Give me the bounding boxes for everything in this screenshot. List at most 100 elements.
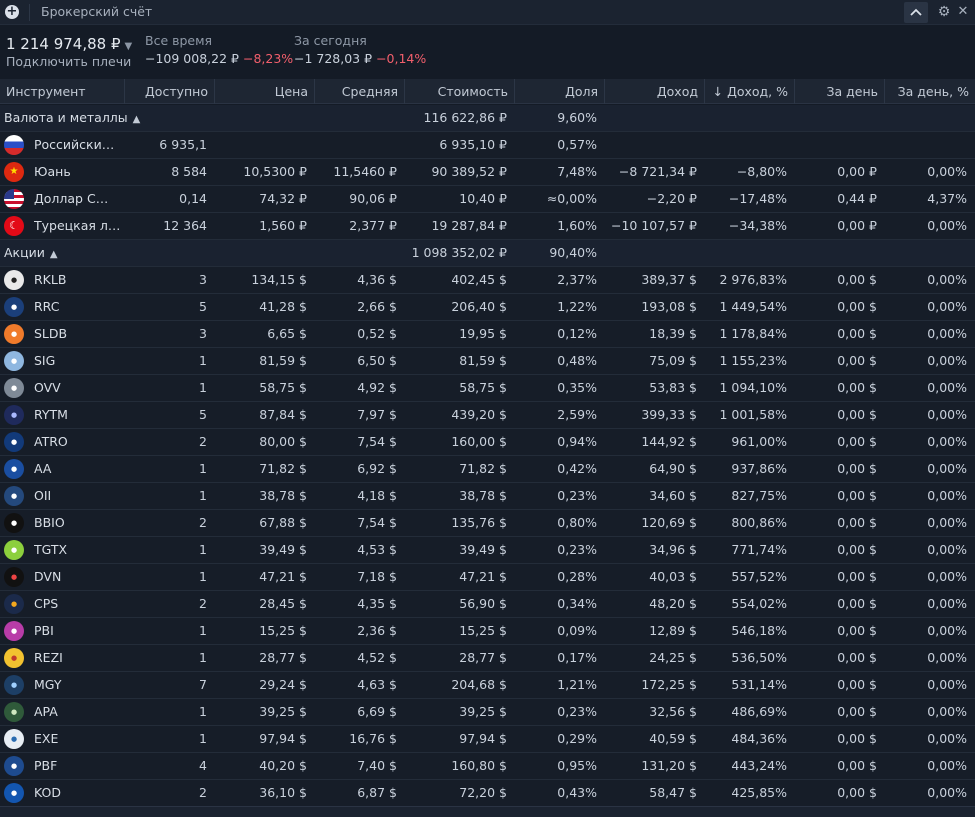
instrument-name[interactable]: Доллар С… [34, 191, 109, 206]
chevron-down-icon[interactable]: ▼ [124, 41, 133, 52]
table-row[interactable]: ● REZI 1 28,77 $ 4,52 $ 28,77 $ 0,17% 24,25 $ 53… [0, 645, 975, 672]
all-time-label: Все время [145, 33, 213, 48]
instrument-name[interactable]: OII [34, 488, 52, 503]
table-row[interactable]: ★ Юань 8 584 10,5300 ₽ 11,5460 ₽ 90 389,52 ₽ 7… [0, 159, 975, 186]
table-row[interactable]: ● AA 1 71,82 $ 6,92 $ 71,82 $ 0,42% 64,90 $ 937,… [0, 456, 975, 483]
group-label[interactable]: Валюта и металлы ▲ [4, 105, 204, 131]
instrument-name[interactable]: KOD [34, 785, 61, 800]
cell-average: 4,36 $ [357, 272, 397, 287]
gear-icon[interactable]: ⚙ [937, 4, 951, 20]
atro-logo-icon: ● [4, 432, 24, 452]
col-share[interactable]: Доля [515, 79, 605, 104]
apa-logo-icon: ● [4, 702, 24, 722]
cell-share: 0,35% [557, 380, 597, 395]
table-row[interactable]: ● KOD 2 36,10 $ 6,87 $ 72,20 $ 0,43% 58,47 $ 425… [0, 780, 975, 807]
cell-income-pct: 554,02% [731, 596, 787, 611]
instrument-name[interactable]: TGTX [34, 542, 68, 557]
table-row[interactable]: ● PBI 1 15,25 $ 2,36 $ 15,25 $ 0,09% 12,89 $ 546… [0, 618, 975, 645]
instrument-name[interactable]: PBF [34, 758, 58, 773]
cell-average: 90,06 ₽ [349, 191, 397, 206]
sldb-logo-icon: ● [4, 324, 24, 344]
cell-day: 0,00 $ [837, 353, 877, 368]
group-row-stocks[interactable]: Акции ▲ 1 098 352,02 ₽ 90,40% [0, 240, 975, 267]
chevron-up-icon[interactable]: ▲ [132, 114, 141, 125]
instrument-name[interactable]: APA [34, 704, 58, 719]
cell-day: 0,00 $ [837, 785, 877, 800]
table-row[interactable]: Доллар С… 0,14 74,32 ₽ 90,06 ₽ 10,40 ₽ ≈0,00%… [0, 186, 975, 213]
cell-day-pct: 0,00% [927, 515, 967, 530]
col-value[interactable]: Стоимость [405, 79, 515, 104]
table-row[interactable]: ● PBF 4 40,20 $ 7,40 $ 160,80 $ 0,95% 131,20 $ 4… [0, 753, 975, 780]
table-row[interactable]: ● CPS 2 28,45 $ 4,35 $ 56,90 $ 0,34% 48,20 $ 554… [0, 591, 975, 618]
instrument-name[interactable]: PBI [34, 623, 54, 638]
cell-average: 6,87 $ [357, 785, 397, 800]
col-income-pct[interactable]: ↓ Доход, % [705, 79, 795, 104]
cell-share: 0,29% [557, 731, 597, 746]
group-label[interactable]: Акции ▲ [4, 240, 204, 266]
col-price[interactable]: Цена [215, 79, 315, 104]
table-row[interactable]: ● BBIO 2 67,88 $ 7,54 $ 135,76 $ 0,80% 120,69 $… [0, 510, 975, 537]
instrument-name[interactable]: RKLB [34, 272, 67, 287]
cell-average: 16,76 $ [349, 731, 397, 746]
table-row[interactable]: Российски… 6 935,1 6 935,10 ₽ 0,57% [0, 132, 975, 159]
instrument-name[interactable]: REZI [34, 650, 63, 665]
cell-average: 7,97 $ [357, 407, 397, 422]
flag-ru-icon [4, 135, 24, 155]
cell-price: 28,77 $ [259, 650, 307, 665]
col-instrument[interactable]: Инструмент [0, 79, 125, 104]
cell-day: 0,00 $ [837, 488, 877, 503]
table-row[interactable]: ● RKLB 3 134,15 $ 4,36 $ 402,45 $ 2,37% 389,37 … [0, 267, 975, 294]
table-row[interactable]: ● SIG 1 81,59 $ 6,50 $ 81,59 $ 0,48% 75,09 $ 1 1… [0, 348, 975, 375]
cell-value: 439,20 $ [451, 407, 507, 422]
col-day-pct[interactable]: За день, % [897, 84, 969, 99]
instrument-name[interactable]: BBIO [34, 515, 65, 530]
col-average[interactable]: Средняя [315, 79, 405, 104]
cell-day: 0,00 $ [837, 515, 877, 530]
table-row[interactable]: ● DVN 1 47,21 $ 7,18 $ 47,21 $ 0,28% 40,03 $ 557… [0, 564, 975, 591]
table-row[interactable]: ● APA 1 39,25 $ 6,69 $ 39,25 $ 0,23% 32,56 $ 486… [0, 699, 975, 726]
add-icon[interactable]: + [5, 4, 19, 19]
table-row[interactable]: ● RRC 5 41,28 $ 2,66 $ 206,40 $ 1,22% 193,08 $ 1… [0, 294, 975, 321]
cell-value: 10,40 ₽ [459, 191, 507, 206]
chevron-up-icon[interactable]: ▲ [49, 249, 58, 260]
cell-average [315, 132, 405, 158]
instrument-name[interactable]: CPS [34, 596, 59, 611]
instrument-name[interactable]: MGY [34, 677, 62, 692]
flag-tr-icon: ☾ [4, 216, 24, 236]
instrument-name[interactable]: ATRO [34, 434, 68, 449]
instrument-name[interactable]: SLDB [34, 326, 68, 341]
instrument-name[interactable]: RRC [34, 299, 60, 314]
table-row[interactable]: ● OVV 1 58,75 $ 4,92 $ 58,75 $ 0,35% 53,83 $ 1 0… [0, 375, 975, 402]
cell-day-pct: 0,00% [927, 380, 967, 395]
table-row[interactable]: ● RYTM 5 87,84 $ 7,97 $ 439,20 $ 2,59% 399,33 $… [0, 402, 975, 429]
cell-available: 6 935,1 [159, 137, 207, 152]
table-row[interactable]: ● MGY 7 29,24 $ 4,63 $ 204,68 $ 1,21% 172,25 $ 5… [0, 672, 975, 699]
table-row[interactable]: ● SLDB 3 6,65 $ 0,52 $ 19,95 $ 0,12% 18,39 $ 1 1… [0, 321, 975, 348]
instrument-name[interactable]: RYTM [34, 407, 68, 422]
instrument-name[interactable]: Российски… [34, 137, 115, 152]
instrument-name[interactable]: Юань [34, 164, 71, 179]
col-day[interactable]: За день [795, 79, 885, 104]
rezi-logo-icon: ● [4, 648, 24, 668]
portfolio-total[interactable]: 1 214 974,88 ₽ ▼ [6, 35, 132, 53]
table-row[interactable]: ● ATRO 2 80,00 $ 7,54 $ 160,00 $ 0,94% 144,92 $… [0, 429, 975, 456]
col-income[interactable]: Доход [605, 79, 705, 104]
instrument-name[interactable]: DVN [34, 569, 62, 584]
collapse-button[interactable] [904, 2, 928, 23]
close-icon[interactable]: ✕ [957, 4, 969, 19]
instrument-name[interactable]: AA [34, 461, 52, 476]
instrument-name[interactable]: SIG [34, 353, 56, 368]
col-available[interactable]: Доступно [125, 79, 215, 104]
cell-average: 0,52 $ [357, 326, 397, 341]
instrument-name[interactable]: OVV [34, 380, 61, 395]
table-row[interactable]: ● OII 1 38,78 $ 4,18 $ 38,78 $ 0,23% 34,60 $ 827… [0, 483, 975, 510]
table-row[interactable]: ● EXE 1 97,94 $ 16,76 $ 97,94 $ 0,29% 40,59 $ 48… [0, 726, 975, 753]
instrument-name[interactable]: EXE [34, 731, 59, 746]
table-row[interactable]: ● TGTX 1 39,49 $ 4,53 $ 39,49 $ 0,23% 34,96 $ 77… [0, 537, 975, 564]
instrument-name[interactable]: Турецкая л… [34, 218, 120, 233]
table-row[interactable]: ☾ Турецкая л… 12 364 1,560 ₽ 2,377 ₽ 19 287,8… [0, 213, 975, 240]
leverage-link[interactable]: Подключить плечи [6, 54, 132, 69]
cell-day-pct: 0,00% [927, 353, 967, 368]
group-row-currency[interactable]: Валюта и металлы ▲ 116 622,86 ₽ 9,60% [0, 105, 975, 132]
scrollbar-track[interactable] [0, 806, 975, 817]
